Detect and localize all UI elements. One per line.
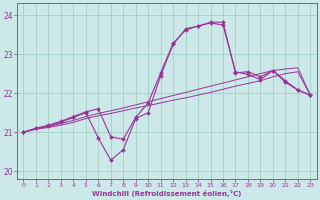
X-axis label: Windchill (Refroidissement éolien,°C): Windchill (Refroidissement éolien,°C)	[92, 190, 242, 197]
